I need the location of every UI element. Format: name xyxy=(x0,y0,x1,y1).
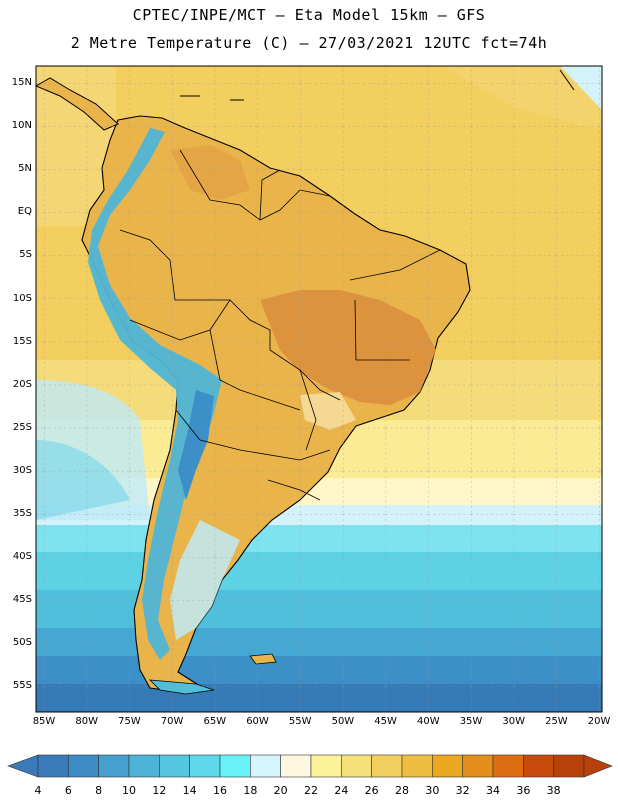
lon-label: 75W xyxy=(118,716,141,727)
colorbar-swatch xyxy=(219,754,251,778)
lon-label: 85W xyxy=(32,716,56,727)
colorbar-left-arrow xyxy=(7,754,39,778)
colorbar-tick-label: 4 xyxy=(34,784,42,797)
colorbar-tick-label: 26 xyxy=(364,784,379,797)
lat-label: 35S xyxy=(12,508,32,519)
lon-label: 60W xyxy=(246,716,269,727)
lat-label: 10S xyxy=(12,292,32,304)
colorbar-tick-label: 30 xyxy=(425,784,440,797)
colorbar-tick-label: 14 xyxy=(182,784,197,797)
lat-lon-grid xyxy=(36,66,602,712)
temperature-map xyxy=(35,65,603,713)
colorbar-swatch xyxy=(37,754,69,778)
colorbar-swatch xyxy=(492,754,524,778)
lon-label: 20W xyxy=(587,716,611,727)
lon-label: 80W xyxy=(75,716,98,727)
colorbar-tick-label: 20 xyxy=(273,784,288,797)
colorbar-tick-label: 24 xyxy=(334,784,349,797)
map-frame xyxy=(35,65,603,713)
colorbar-swatch xyxy=(68,754,99,778)
colorbar-tick-label: 22 xyxy=(304,784,318,797)
colorbar-swatch xyxy=(371,754,403,778)
colorbar-swatch xyxy=(432,754,463,778)
colorbar-swatch xyxy=(128,754,160,778)
colorbar-right-arrow xyxy=(583,754,613,778)
lat-label: 20S xyxy=(12,378,32,390)
colorbar-swatch xyxy=(310,754,342,778)
lat-label: 30S xyxy=(12,464,32,476)
colorbar-swatch xyxy=(280,754,312,778)
colorbar-tick-label: 18 xyxy=(243,784,258,797)
lat-label: 10N xyxy=(11,120,32,132)
lat-label: 15S xyxy=(12,335,32,347)
lon-label: 70W xyxy=(160,716,184,727)
lat-label: 40S xyxy=(12,551,32,563)
colorbar-swatch xyxy=(553,754,585,778)
colorbar-swatch xyxy=(341,754,372,778)
colorbar-tick-label: 12 xyxy=(152,784,167,797)
colorbar-tick-label: 16 xyxy=(213,784,227,797)
colorbar-swatch xyxy=(462,754,494,778)
map-subtitle: 2 Metre Temperature (C) — 27/03/2021 12U… xyxy=(70,34,548,52)
colorbar-swatch xyxy=(250,754,281,778)
lon-label: 65W xyxy=(203,716,227,727)
lat-label: EQ xyxy=(17,206,32,218)
colorbar-tick-label: 10 xyxy=(122,784,136,797)
lon-label: 45W xyxy=(374,716,397,727)
lat-label: 50S xyxy=(12,637,32,649)
lat-label: 45S xyxy=(12,594,32,606)
colorbar-tick-label: 28 xyxy=(395,784,409,797)
lat-label: 5N xyxy=(18,163,32,175)
colorbar-tick-label: 38 xyxy=(546,784,561,797)
colorbar-swatch xyxy=(159,754,190,778)
lat-label: 55S xyxy=(12,680,32,692)
colorbar-tick-label: 34 xyxy=(486,784,500,797)
lat-label: 5S xyxy=(19,249,32,261)
lat-label: 15N xyxy=(11,77,32,88)
lon-label: 25W xyxy=(545,716,568,727)
colorbar-swatch xyxy=(189,754,221,778)
lon-label: 55W xyxy=(288,716,312,727)
colorbar xyxy=(7,754,613,778)
lon-label: 30W xyxy=(502,716,525,727)
colorbar-swatch xyxy=(523,754,554,778)
map-title: CPTEC/INPE/MCT — Eta Model 15km — GFS xyxy=(132,6,486,24)
colorbar-swatch xyxy=(98,754,130,778)
colorbar-swatch xyxy=(401,754,433,778)
colorbar-tick-label: 32 xyxy=(455,784,470,797)
lon-label: 35W xyxy=(459,716,483,727)
colorbar-tick-label: 36 xyxy=(516,784,531,797)
map-field xyxy=(36,66,602,712)
lon-label: 40W xyxy=(416,716,440,727)
colorbar-tick-label: 6 xyxy=(64,784,72,797)
lat-label: 25S xyxy=(12,421,32,433)
colorbar-tick-label: 8 xyxy=(95,784,103,797)
lon-label: 50W xyxy=(331,716,355,727)
